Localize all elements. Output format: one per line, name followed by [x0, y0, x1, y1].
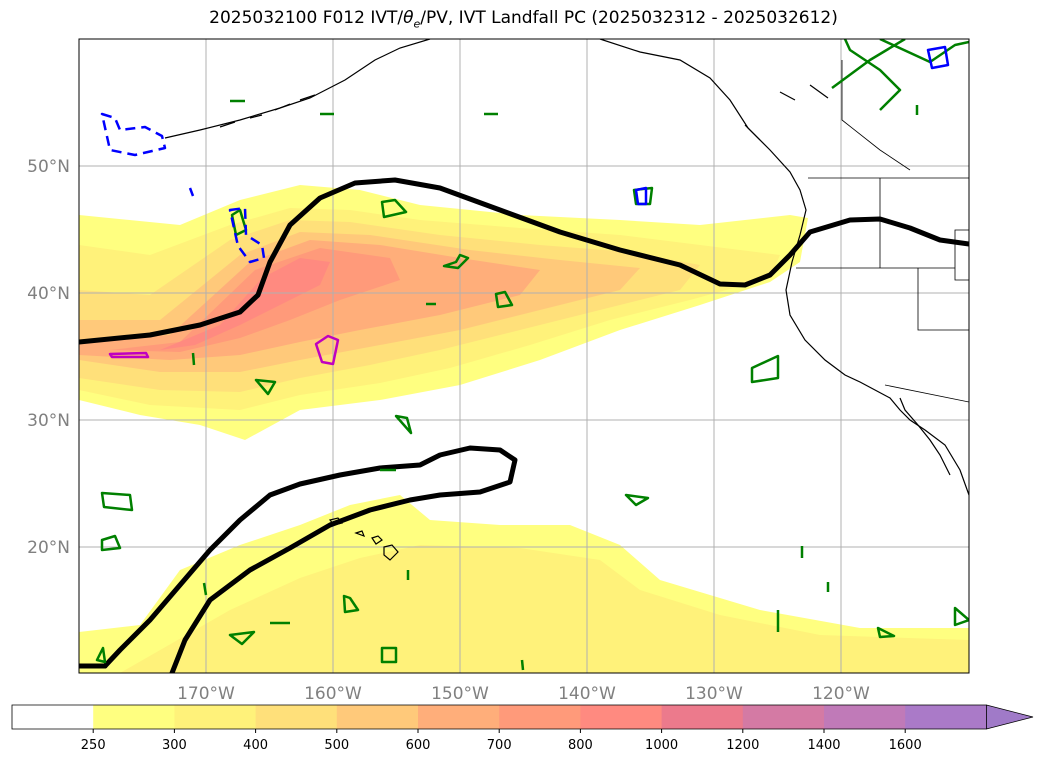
figure-title: 2025032100 F012 IVT/θe/PV, IVT Landfall …	[209, 8, 838, 31]
map-panel	[79, 39, 969, 673]
colorbar-swatch	[336, 705, 419, 729]
lat-tick-label: 40°N	[27, 284, 70, 304]
pv-contours-blue-dashed	[100, 112, 266, 264]
colorbar-swatch	[742, 705, 825, 729]
pv-contours-blue-solid	[188, 45, 950, 206]
lon-tick-label: 120°W	[812, 684, 870, 704]
colorbar-tick-label: 700	[487, 738, 512, 753]
colorbar-swatch	[174, 705, 257, 729]
colorbar-swatch	[418, 705, 500, 729]
lon-tick-label: 150°W	[431, 684, 489, 704]
pv-contours-magenta	[108, 334, 340, 366]
colorbar-tick-label: 300	[162, 738, 187, 753]
lon-tick-label: 160°W	[304, 684, 362, 704]
colorbar-swatch	[580, 705, 663, 729]
lat-tick-label: 20°N	[27, 538, 70, 558]
lon-tick-label: 140°W	[558, 684, 616, 704]
colorbar-tick-label: 250	[81, 738, 106, 753]
colorbar-swatch	[12, 705, 94, 729]
colorbar: 250 300 400 500 600 700 800 1000 1200 1400 1600	[11, 704, 1034, 753]
ivt-filled-contours	[79, 185, 969, 673]
colorbar-swatch	[255, 705, 338, 729]
lat-tick-label: 50°N	[27, 157, 70, 177]
lon-tick-label: 170°W	[177, 684, 235, 704]
colorbar-tick-label: 1000	[645, 738, 678, 753]
colorbar-tick-label: 1600	[889, 738, 922, 753]
colorbar-swatch	[824, 705, 906, 729]
colorbar-swatch	[905, 705, 987, 729]
political-borders	[796, 60, 969, 403]
lon-tick-label: 130°W	[685, 684, 743, 704]
landfall-contours	[79, 177, 969, 673]
lon-axis-labels: 170°W 160°W 150°W 140°W 130°W 120°W	[177, 684, 870, 704]
colorbar-swatch	[93, 705, 175, 729]
colorbar-tick-label: 400	[243, 738, 268, 753]
colorbar-swatch	[499, 705, 581, 729]
lat-tick-label: 30°N	[27, 411, 70, 431]
colorbar-swatch	[661, 705, 744, 729]
pv-contours-green	[95, 39, 969, 671]
colorbar-tick-label: 600	[406, 738, 431, 753]
colorbar-extend-arrow	[986, 704, 1034, 730]
colorbar-tick-label: 500	[324, 738, 349, 753]
colorbar-tick-label: 1200	[726, 738, 759, 753]
colorbar-tick-label: 1400	[807, 738, 840, 753]
gridlines	[79, 39, 969, 673]
map-frame	[78, 38, 970, 674]
colorbar-tick-label: 800	[568, 738, 593, 753]
lat-axis-labels: 20°N 30°N 40°N 50°N	[27, 157, 70, 558]
